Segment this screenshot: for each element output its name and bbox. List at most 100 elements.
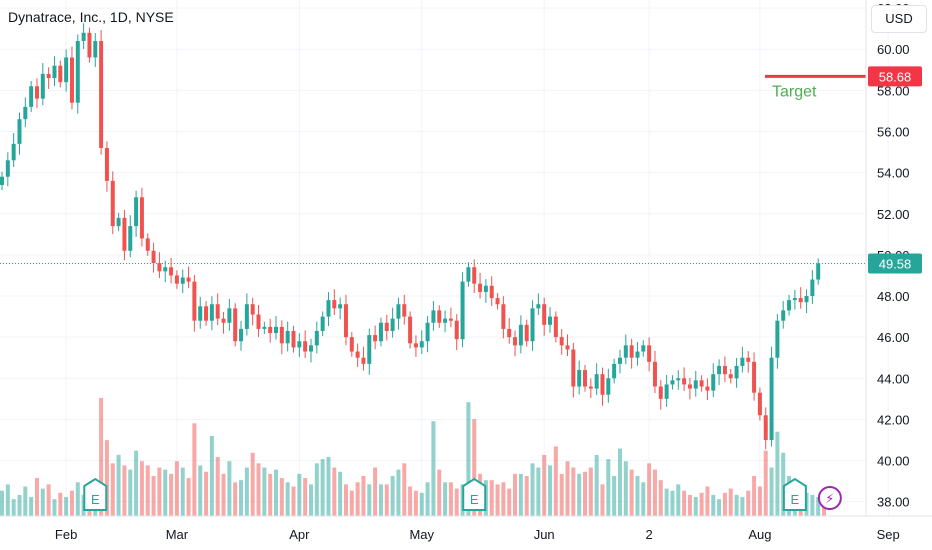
candle-body <box>816 263 821 280</box>
volume-bar <box>530 463 535 516</box>
volume-bars <box>0 398 827 516</box>
volume-bar <box>664 488 669 516</box>
target-price-badge <box>868 66 922 87</box>
candle-body <box>396 304 401 319</box>
earnings-icon[interactable]: E <box>782 477 807 511</box>
time-tick-label: Aug <box>748 527 771 542</box>
candle-body <box>757 392 762 416</box>
volume-bar <box>122 465 127 516</box>
candlesticks[interactable] <box>0 23 821 450</box>
volume-bar <box>781 452 786 516</box>
volume-bar <box>466 402 471 516</box>
volume-bar <box>320 459 325 516</box>
price-tick-label: 42.00 <box>877 412 910 427</box>
volume-bar <box>577 473 582 516</box>
volume-bar <box>221 473 226 516</box>
volume-bar <box>542 454 547 516</box>
volume-bar <box>816 497 821 516</box>
candle-body <box>145 238 150 251</box>
volume-bar <box>338 471 343 516</box>
candle-body <box>577 370 582 387</box>
earnings-icon[interactable]: E <box>83 477 108 511</box>
earnings-icon[interactable]: E <box>462 477 487 511</box>
volume-bar <box>583 471 587 516</box>
volume-bar <box>676 484 681 516</box>
volume-bar <box>58 492 63 516</box>
candle-body <box>600 374 605 395</box>
candle-body <box>34 86 39 99</box>
candle-body <box>221 318 226 323</box>
candle-body <box>524 324 529 342</box>
time-tick-label: 2 <box>646 527 653 542</box>
volume-bar <box>443 482 448 516</box>
candle-body <box>139 197 144 239</box>
volume-bar <box>69 490 74 516</box>
volume-bar <box>326 457 331 516</box>
candle-body <box>174 275 179 284</box>
event-markers[interactable]: E E E ⚡ <box>83 477 842 511</box>
candle-body <box>553 316 558 338</box>
candle-body <box>320 316 325 331</box>
candle-body <box>384 322 389 331</box>
candle-body <box>93 41 98 58</box>
price-tick-label: 54.00 <box>877 166 910 181</box>
time-tick-label: Feb <box>55 527 77 542</box>
earnings-icon-letter: E <box>91 492 100 507</box>
candle-body <box>419 341 424 348</box>
candle-body <box>588 386 593 389</box>
price-tick-label: 38.00 <box>877 495 910 510</box>
volume-bar <box>687 494 692 516</box>
candle-body <box>495 298 500 305</box>
candle-body <box>542 304 547 325</box>
split-icon[interactable]: ⚡ <box>817 486 842 510</box>
volume-bar <box>722 492 727 516</box>
volume-bar <box>548 465 553 516</box>
volume-bar <box>705 486 710 516</box>
volume-bar <box>244 467 249 516</box>
time-tick-label: Jun <box>534 527 555 542</box>
volume-bar <box>274 469 279 516</box>
candle-body <box>99 41 104 148</box>
volume-bar <box>104 440 109 516</box>
candle-body <box>11 143 16 161</box>
candle-body <box>454 320 459 340</box>
volume-bar <box>11 499 16 516</box>
candle-body <box>343 304 348 338</box>
candle-body <box>478 283 483 292</box>
price-axis[interactable]: 38.0040.0042.0044.0046.0048.0050.0052.00… <box>877 1 910 510</box>
candle-body <box>256 314 261 329</box>
volume-bar <box>198 465 203 516</box>
volume-bar <box>151 475 156 516</box>
time-tick-label: Mar <box>166 527 189 542</box>
volume-bar <box>116 454 121 516</box>
volume-bar <box>378 484 383 516</box>
candle-body <box>52 65 57 79</box>
volume-bar <box>64 497 69 516</box>
candle-body <box>489 285 494 299</box>
candle-body <box>437 310 442 323</box>
candle-body <box>717 365 722 375</box>
candle-body <box>798 298 803 303</box>
earnings-icon-shape <box>83 477 108 511</box>
candle-body <box>518 324 523 346</box>
last-price-badge <box>868 253 922 274</box>
last-price-badge-text: 49.58 <box>879 257 912 272</box>
candle-body <box>810 279 815 297</box>
volume-bar <box>361 475 366 516</box>
currency-button[interactable]: USD <box>871 5 927 33</box>
volume-bar <box>652 469 657 516</box>
volume-bar <box>413 490 418 516</box>
volume-bar <box>448 482 453 516</box>
price-tick-label: 60.00 <box>877 42 910 57</box>
time-axis[interactable]: Feb Mar Apr May Jun 2 Aug Sep <box>55 527 900 542</box>
candle-body <box>279 326 284 344</box>
volume-bar <box>23 486 28 516</box>
volume-bar <box>99 398 104 516</box>
candle-body <box>664 384 669 399</box>
candle-body <box>40 73 45 99</box>
candle-body <box>204 306 209 321</box>
chart-title: Dynatrace, Inc., 1D, NYSE <box>8 9 174 25</box>
candle-body <box>752 361 757 393</box>
volume-bar <box>518 473 523 516</box>
